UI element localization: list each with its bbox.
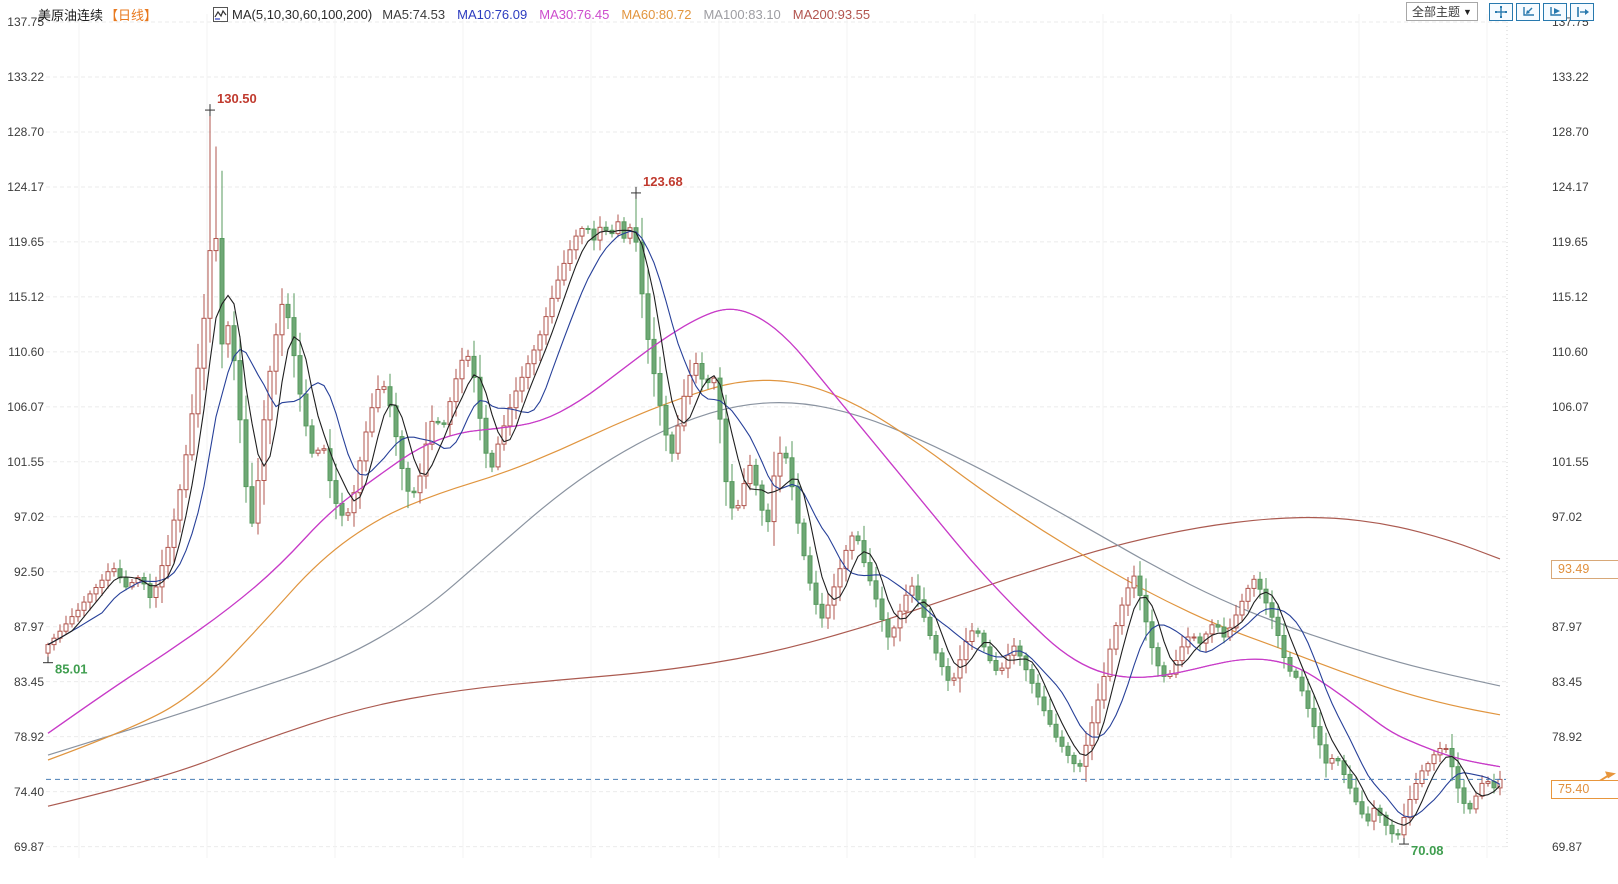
price-annotations: 130.50 123.68 85.01 70.08 (43, 91, 1444, 858)
chevron-down-icon: ▼ (1463, 6, 1472, 17)
pan-icon[interactable] (1489, 2, 1513, 21)
y-axis-label: 69.87 (13, 839, 44, 854)
ma200-value: MA200:93.55 (792, 6, 871, 22)
y-axis-label: 106.07 (1552, 399, 1589, 414)
y-axis-label: 124.17 (1552, 179, 1589, 194)
y-axis-label: 101.55 (7, 454, 44, 469)
axis-compress-icon[interactable] (1516, 2, 1540, 21)
y-axis-label: 115.12 (1552, 289, 1588, 304)
y-axis-label: 119.65 (8, 234, 44, 249)
ma60-value: MA60:80.72 (621, 6, 692, 22)
ma-overlays-fast (47, 229, 1501, 826)
annotation-130.50: 130.50 (217, 91, 257, 106)
indicator-chart-icon (213, 6, 229, 22)
y-axis-label: 119.65 (1552, 234, 1588, 249)
ma10-value: MA10:76.09 (457, 6, 528, 22)
grid-layer (46, 14, 1508, 858)
y-axis-label: 133.22 (7, 70, 44, 85)
y-axis-label: 83.45 (1552, 674, 1583, 689)
y-axis-label: 110.60 (1552, 344, 1588, 359)
y-axis-label: 87.97 (13, 619, 44, 634)
ma-line-ma5 (47, 229, 1501, 826)
ma-line-ma200 (47, 516, 1501, 807)
y-axis-label: 124.17 (7, 179, 44, 194)
annotation-85.01: 85.01 (55, 662, 88, 677)
y-axis-label: 87.97 (1552, 619, 1583, 634)
y-axis-label: 133.22 (1552, 70, 1589, 85)
y-axis-label: 97.02 (13, 509, 44, 524)
ma-parameters: MA(5,10,30,60,100,200) (232, 6, 373, 22)
ma5-value: MA5:74.53 (382, 6, 446, 22)
y-axis-label: 110.60 (8, 344, 44, 359)
y-axis-label: 115.12 (8, 289, 44, 304)
ma200-price-tag-label: 93.49 (1558, 562, 1590, 577)
theme-dropdown-label: 全部主题 (1412, 5, 1461, 19)
y-axis-label: 97.02 (1552, 509, 1583, 524)
y-axis-label: 92.50 (13, 564, 44, 579)
axis-play-icon[interactable] (1543, 2, 1567, 21)
y-axis-label: 106.07 (7, 399, 44, 414)
chart-legend: 美原油连续 【日线】 MA(5,10,30,60,100,200) MA5:74… (38, 5, 882, 23)
candlestick-series (45, 110, 1503, 845)
annotation-123.68: 123.68 (643, 174, 683, 189)
y-axis-label: 83.45 (13, 674, 44, 689)
ma-line-ma60 (47, 379, 1501, 761)
price-arrow-icon (1605, 771, 1616, 779)
last-price-tag-label: 75.40 (1558, 781, 1590, 796)
symbol-name: 美原油连续 (38, 7, 104, 23)
y-axis-label: 128.70 (1552, 124, 1589, 139)
y-axis-label: 137.75 (7, 15, 44, 29)
ma-overlays-slow (47, 379, 1501, 807)
y-axis-label: 69.87 (1552, 839, 1583, 854)
shift-right-icon[interactable] (1570, 2, 1594, 21)
y-axis-label: 101.55 (1552, 454, 1589, 469)
ma30-value: MA30:76.45 (539, 6, 610, 22)
period-tag: 【日线】 (105, 7, 158, 23)
last-price-tag: 75.40 (1551, 779, 1618, 799)
chart-toolbar: 全部主题 ▼ (1406, 2, 1597, 21)
y-axis-label: 78.92 (13, 729, 44, 744)
y-axis-label: 128.70 (7, 124, 44, 139)
y-axis-label: 74.40 (13, 784, 44, 799)
ma-line-ma100 (47, 402, 1501, 756)
ma-line-ma10 (47, 230, 1501, 818)
annotation-70.08: 70.08 (1411, 843, 1444, 858)
y-axis-label: 78.92 (1552, 729, 1583, 744)
theme-dropdown[interactable]: 全部主题 ▼ (1406, 2, 1478, 21)
current-price-line (46, 771, 1616, 783)
ma100-value: MA100:83.10 (703, 6, 781, 22)
ma200-price-tag: 93.49 (1551, 560, 1618, 580)
ma-line-ma30 (47, 308, 1501, 768)
